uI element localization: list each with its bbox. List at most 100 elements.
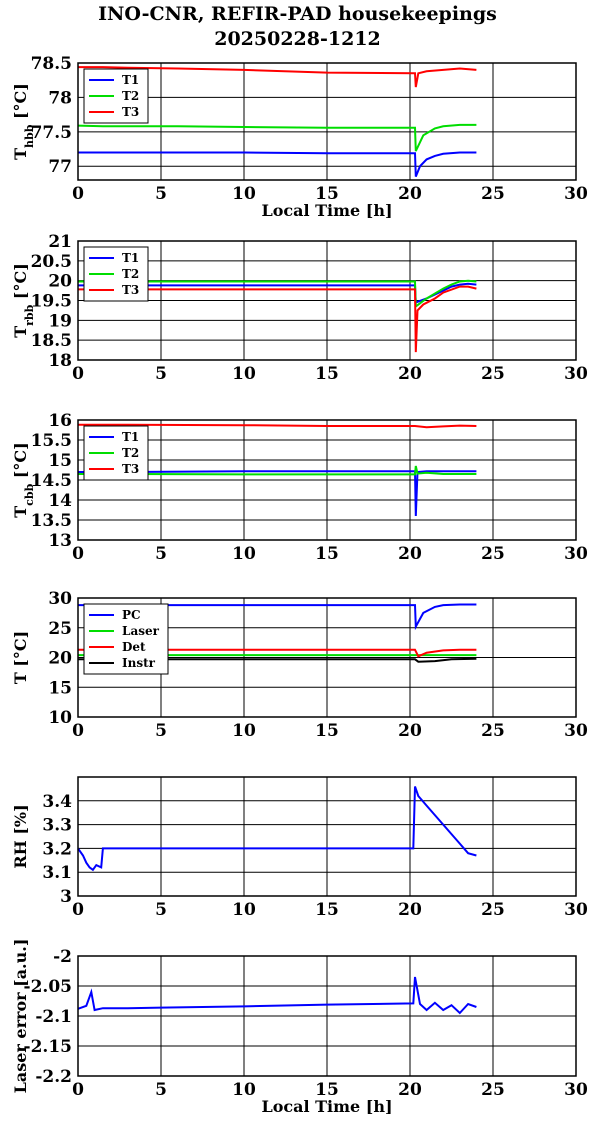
legend-label: T2: [122, 89, 139, 103]
plot-frame: [77, 955, 577, 1077]
y-axis-label: Thbb [°C]: [11, 83, 36, 160]
x-tick-label: 20: [398, 1080, 422, 1100]
y-tick-label: 10: [48, 708, 72, 728]
y-tick-label: 25: [48, 619, 72, 639]
x-tick-label: 25: [481, 364, 505, 384]
legend-label: T3: [122, 462, 139, 476]
y-tick-label: 3.2: [42, 839, 72, 859]
legend-label: Laser: [122, 624, 160, 638]
y-tick-label: 19.5: [31, 292, 72, 312]
x-tick-label: 0: [72, 1080, 84, 1100]
x-tick-label: 15: [315, 900, 339, 920]
x-tick-label: 25: [481, 544, 505, 564]
y-tick-label: -2.1: [35, 1007, 72, 1027]
x-tick-label: 20: [398, 900, 422, 920]
x-tick-label: 25: [481, 184, 505, 204]
legend-label: T1: [122, 73, 139, 87]
x-tick-label: 25: [481, 721, 505, 741]
legend-label: T1: [122, 430, 139, 444]
x-axis-label: Local Time [h]: [261, 1097, 392, 1116]
y-tick-label: 77.5: [31, 123, 72, 143]
plot-frame: [77, 776, 577, 897]
chart-panel-4: 0 5 10 15 20 25 30 10 15 20 25 30 T [°C] PC Laser Det In…: [11, 589, 588, 741]
y-tick-label: -2: [53, 947, 72, 967]
x-tick-label: 10: [232, 184, 256, 204]
legend-label: PC: [122, 608, 141, 622]
y-tick-label: -2.05: [24, 977, 72, 997]
y-tick-label: 20: [48, 649, 72, 669]
y-tick-label: 13.5: [31, 511, 72, 531]
x-tick-label: 15: [315, 721, 339, 741]
x-tick-label: 10: [232, 900, 256, 920]
x-tick-label: 30: [564, 184, 588, 204]
series-line-t3: [78, 423, 477, 429]
y-tick-label: 18.5: [31, 331, 72, 351]
legend-label: Instr: [122, 656, 156, 670]
series-line-t2: [78, 279, 477, 309]
x-tick-label: 30: [564, 721, 588, 741]
series-line-t1: [78, 151, 477, 177]
series-line-t3: [78, 285, 477, 353]
y-tick-label: -2.2: [35, 1067, 72, 1087]
y-tick-label: 78: [48, 88, 72, 108]
x-tick-label: 0: [72, 721, 84, 741]
series-line-t1: [78, 470, 477, 517]
y-tick-label: -2.15: [24, 1037, 72, 1057]
x-tick-label: 30: [564, 1080, 588, 1100]
series-line-t1: [78, 282, 477, 304]
x-tick-label: 10: [232, 1080, 256, 1100]
y-tick-label: 3: [60, 887, 72, 907]
x-tick-label: 15: [315, 544, 339, 564]
legend-label: Det: [122, 640, 146, 654]
x-tick-label: 30: [564, 544, 588, 564]
x-axis-label: Local Time [h]: [261, 201, 392, 220]
chart-panel-6: 0 5 10 15 20 25 30 -2 -2.05 -2.1 -2.15 -2.2 Local Ti…: [11, 939, 588, 1116]
y-tick-label: 16: [48, 411, 72, 431]
plot-frame: [77, 240, 577, 361]
y-tick-label: 13: [48, 531, 72, 551]
x-tick-label: 5: [155, 184, 167, 204]
chart-panel-1: 0 5 10 15 20 25 30 77 77.5 78 78.5 Local Time [h] Th…: [11, 54, 588, 220]
x-tick-label: 20: [398, 544, 422, 564]
series-line-pc: [78, 603, 477, 631]
plot-frame: [77, 62, 577, 181]
x-tick-label: 5: [155, 364, 167, 384]
x-tick-label: 30: [564, 364, 588, 384]
x-tick-label: 15: [315, 184, 339, 204]
y-tick-label: 21: [48, 232, 72, 252]
y-tick-label: 3.3: [42, 816, 72, 836]
y-tick-label: 18: [48, 351, 72, 371]
legend-label: T3: [122, 105, 139, 119]
y-tick-label: 14: [48, 491, 72, 511]
x-tick-label: 15: [315, 364, 339, 384]
x-tick-label: 5: [155, 900, 167, 920]
x-tick-label: 0: [72, 184, 84, 204]
series-line-t3: [78, 66, 477, 88]
x-tick-label: 5: [155, 544, 167, 564]
series-line-t2: [77, 123, 477, 152]
y-axis-label: Trbb [°C]: [11, 263, 36, 338]
x-tick-label: 10: [232, 364, 256, 384]
legend-label: T2: [122, 446, 139, 460]
x-tick-label: 25: [481, 900, 505, 920]
legend-label: T1: [122, 251, 139, 265]
figure-title: INO-CNR, REFIR-PAD housekeepings: [98, 3, 497, 25]
y-tick-label: 19: [48, 311, 72, 331]
y-tick-label: 15.5: [31, 431, 72, 451]
y-tick-label: 3.4: [42, 792, 72, 812]
x-tick-label: 10: [232, 544, 256, 564]
y-tick-label: 20: [48, 272, 72, 292]
series-line-t2: [78, 465, 477, 476]
x-tick-label: 10: [232, 721, 256, 741]
series-line-main: [77, 976, 477, 1015]
series-line-det: [78, 648, 477, 658]
figure-title-block: INO-CNR, REFIR-PAD housekeepings 2025022…: [0, 2, 595, 52]
y-tick-label: 15: [48, 451, 72, 471]
x-tick-label: 15: [315, 1080, 339, 1100]
x-tick-label: 20: [398, 184, 422, 204]
y-axis-label: RH [%]: [11, 804, 30, 868]
x-tick-label: 5: [155, 1080, 167, 1100]
